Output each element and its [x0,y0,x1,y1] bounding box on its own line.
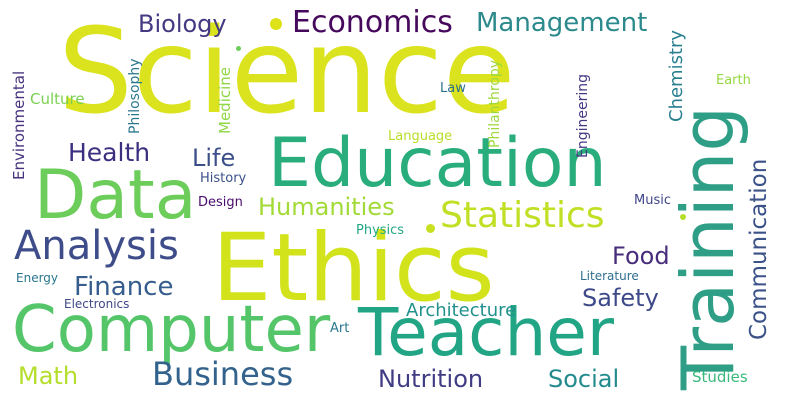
word-engineering: Engineering [575,74,591,158]
word-culture: Culture [30,90,85,108]
word-statistics: Statistics [440,195,605,236]
word-art: Art [330,321,350,336]
word-physics: Physics [356,223,405,238]
word-environmental: Environmental [10,70,28,180]
word-history: History [200,171,247,186]
dot-marker [680,214,686,220]
word-nutrition: Nutrition [378,365,484,393]
dot-marker [426,224,435,233]
word-food: Food [612,242,670,270]
word-safety: Safety [582,284,659,312]
word-finance: Finance [74,272,174,302]
word-humanities: Humanities [258,193,395,221]
word-music: Music [634,193,671,208]
word-math: Math [18,362,79,390]
word-data: Data [34,156,197,235]
dot-marker [270,18,282,30]
word-biology: Biology [138,10,227,38]
word-ethics: Ethics [212,214,495,323]
word-life: Life [192,144,236,172]
word-training: Training [666,105,750,390]
word-communication: Communication [746,158,772,340]
word-medicine: Medicine [216,66,234,134]
word-teacher: Teacher [358,294,615,371]
word-energy: Energy [16,271,59,285]
word-business: Business [152,355,294,393]
word-literature: Literature [580,269,639,283]
word-social: Social [548,365,620,393]
word-chemistry: Chemistry [666,29,687,122]
word-management: Management [476,8,648,38]
word-analysis: Analysis [14,223,179,269]
word-studies: Studies [692,368,748,386]
word-health: Health [68,138,151,167]
word-philosophy: Philosophy [127,58,143,134]
word-economics: Economics [292,5,453,40]
word-electronics: Electronics [64,297,130,311]
word-design: Design [198,195,243,210]
word-earth: Earth [716,73,751,88]
word-language: Language [388,129,453,144]
dot-marker [236,46,241,51]
word-architecture: Architecture [406,300,517,321]
word-science: Science [58,2,516,140]
word-law: Law [440,81,466,96]
word-philanthropy: Philanthropy [487,59,503,148]
word-computer: Computer [12,293,331,367]
word-education: Education [268,124,607,203]
